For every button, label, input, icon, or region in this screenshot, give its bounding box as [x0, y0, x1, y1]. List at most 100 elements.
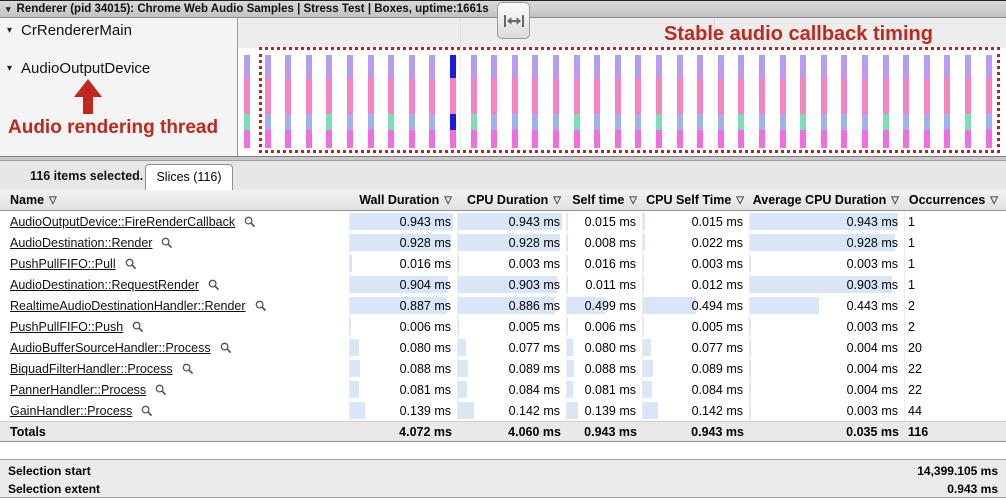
magnifier-icon[interactable]	[141, 405, 153, 417]
slice-name-link[interactable]: AudioBufferSourceHandler::Process	[10, 340, 211, 355]
slice-name-link[interactable]: AudioOutputDevice::FireRenderCallback	[10, 214, 236, 229]
trace-bar[interactable]	[965, 55, 971, 148]
magnifier-icon[interactable]	[132, 321, 144, 333]
cell-cpu-self-time: 0.022 ms	[643, 232, 750, 253]
column-header-name[interactable]: Name ▽	[10, 193, 57, 207]
cell-wall-duration: 0.928 ms	[350, 232, 458, 253]
table-row: PannerHandler::Process 0.081 ms 0.084 ms…	[0, 379, 1006, 400]
magnifier-icon[interactable]	[125, 258, 137, 270]
trace-bar[interactable]	[820, 55, 827, 148]
magnifier-icon[interactable]	[244, 216, 256, 228]
column-header-self-time[interactable]: Self time ▽	[572, 193, 637, 207]
slice-name-link[interactable]: RealtimeAudioDestinationHandler::Render	[10, 298, 246, 313]
trace-bar[interactable]	[717, 55, 724, 148]
trace-bar[interactable]	[326, 55, 333, 148]
cell-cpu-duration: 0.943 ms	[458, 211, 567, 232]
trace-bar[interactable]	[594, 55, 601, 148]
slice-name-link[interactable]: PushPullFIFO::Pull	[10, 256, 116, 271]
trace-bar[interactable]	[676, 55, 683, 148]
cell-wall-duration: 0.080 ms	[350, 337, 458, 358]
trace-bar[interactable]	[985, 55, 992, 148]
trace-bar[interactable]	[264, 55, 271, 148]
trace-bar[interactable]	[841, 55, 848, 148]
cell-cpu-self-time: 0.077 ms	[643, 337, 750, 358]
trace-bar[interactable]	[882, 55, 889, 148]
magnifier-icon[interactable]	[220, 342, 232, 354]
trace-bar[interactable]	[511, 55, 518, 148]
cell-cpu-self-time: 0.012 ms	[643, 274, 750, 295]
column-header-cpu-duration[interactable]: CPU Duration ▽	[467, 193, 561, 207]
trace-bar[interactable]	[862, 55, 868, 148]
trace-bar[interactable]	[408, 55, 415, 148]
slices-table: Name ▽ Wall Duration ▽ CPU Duration ▽ Se…	[0, 190, 1006, 442]
trace-bar[interactable]	[697, 55, 704, 148]
trace-bar[interactable]	[614, 55, 621, 148]
magnifier-icon[interactable]	[155, 384, 167, 396]
magnifier-icon[interactable]	[255, 300, 267, 312]
trace-bar[interactable]	[903, 55, 910, 148]
trace-bar[interactable]	[635, 55, 642, 148]
trace-bar[interactable]	[470, 55, 477, 148]
value-bar	[750, 234, 896, 251]
trace-bar[interactable]	[491, 55, 498, 148]
trace-bar[interactable]	[779, 55, 786, 148]
column-header-occurrences[interactable]: Occurrences ▽	[908, 193, 998, 207]
collapse-triangle-icon[interactable]: ▾	[6, 3, 11, 14]
cell-cpu-duration: 0.142 ms	[458, 400, 567, 421]
column-header-wall-duration[interactable]: Wall Duration ▽	[359, 193, 452, 207]
slice-name-link[interactable]: AudioDestination::RequestRender	[10, 277, 200, 292]
thread-label-crrenderermain: CrRendererMain	[21, 22, 132, 39]
trace-bar[interactable]	[367, 55, 374, 148]
slice-name-link[interactable]: AudioDestination::Render	[10, 235, 153, 250]
cell-occurrences: 1	[908, 277, 915, 292]
resize-horizontal-icon	[503, 14, 524, 27]
cell-cpu-self-time: 0.084 ms	[643, 379, 750, 400]
cell-cpu-self-time: 0.015 ms	[643, 211, 750, 232]
trace-bar[interactable]	[429, 55, 436, 148]
horizontal-resize-button[interactable]	[497, 2, 530, 39]
sort-arrow-icon: ▽	[891, 194, 899, 206]
trace-bar[interactable]	[305, 55, 312, 148]
value-bar	[350, 402, 366, 419]
trace-bar[interactable]	[532, 55, 539, 148]
totals-label: Totals	[10, 424, 46, 439]
trace-bar[interactable]	[656, 55, 662, 148]
trace-bar[interactable]	[923, 55, 930, 148]
value-bar	[750, 318, 751, 335]
trace-bar[interactable]	[553, 55, 559, 148]
trace-bar[interactable]	[800, 55, 807, 148]
slice-name-link[interactable]: GainHandler::Process	[10, 403, 133, 418]
trace-bar[interactable]	[738, 55, 745, 148]
cell-occurrences: 22	[908, 361, 922, 376]
magnifier-icon[interactable]	[182, 363, 194, 375]
collapse-triangle-icon[interactable]: ▾	[7, 63, 13, 74]
table-row: BiquadFilterHandler::Process 0.088 ms 0.…	[0, 358, 1006, 379]
column-header-average-cpu-duration[interactable]: Average CPU Duration ▽	[752, 193, 899, 207]
trace-bar[interactable]	[347, 55, 353, 148]
collapse-triangle-icon[interactable]: ▾	[7, 25, 13, 36]
table-body: AudioOutputDevice::FireRenderCallback 0.…	[0, 211, 1006, 421]
value-bar	[567, 234, 568, 251]
panel-splitter[interactable]	[0, 156, 1006, 161]
trace-bar[interactable]	[573, 55, 580, 148]
trace-bar[interactable]	[450, 55, 456, 148]
cell-occurrences: 2	[908, 298, 915, 313]
column-header-cpu-self-time[interactable]: CPU Self Time ▽	[646, 193, 744, 207]
magnifier-icon[interactable]	[161, 237, 173, 249]
slice-name-link[interactable]: PannerHandler::Process	[10, 382, 147, 397]
cell-cpu-duration: 0.089 ms	[458, 358, 567, 379]
trace-bar[interactable]	[388, 55, 395, 148]
slice-name-link[interactable]: PushPullFIFO::Push	[10, 319, 124, 334]
timeline-track-panel: ▾ CrRendererMain ▾ AudioOutputDevice Aud…	[0, 18, 1006, 156]
thread-row-audiooutputdevice[interactable]: ▾ AudioOutputDevice	[0, 60, 150, 77]
thread-row-crrenderermain[interactable]: ▾ CrRendererMain	[0, 22, 132, 39]
magnifier-icon[interactable]	[208, 279, 220, 291]
trace-bar[interactable]	[244, 55, 250, 148]
cell-cpu-duration: 0.084 ms	[458, 379, 567, 400]
value-bar	[458, 381, 468, 398]
slice-name-link[interactable]: BiquadFilterHandler::Process	[10, 361, 173, 376]
trace-bar[interactable]	[944, 55, 951, 148]
trace-bar[interactable]	[285, 55, 292, 148]
tab-slices[interactable]: Slices (116)	[145, 164, 233, 190]
trace-bar[interactable]	[759, 55, 765, 148]
